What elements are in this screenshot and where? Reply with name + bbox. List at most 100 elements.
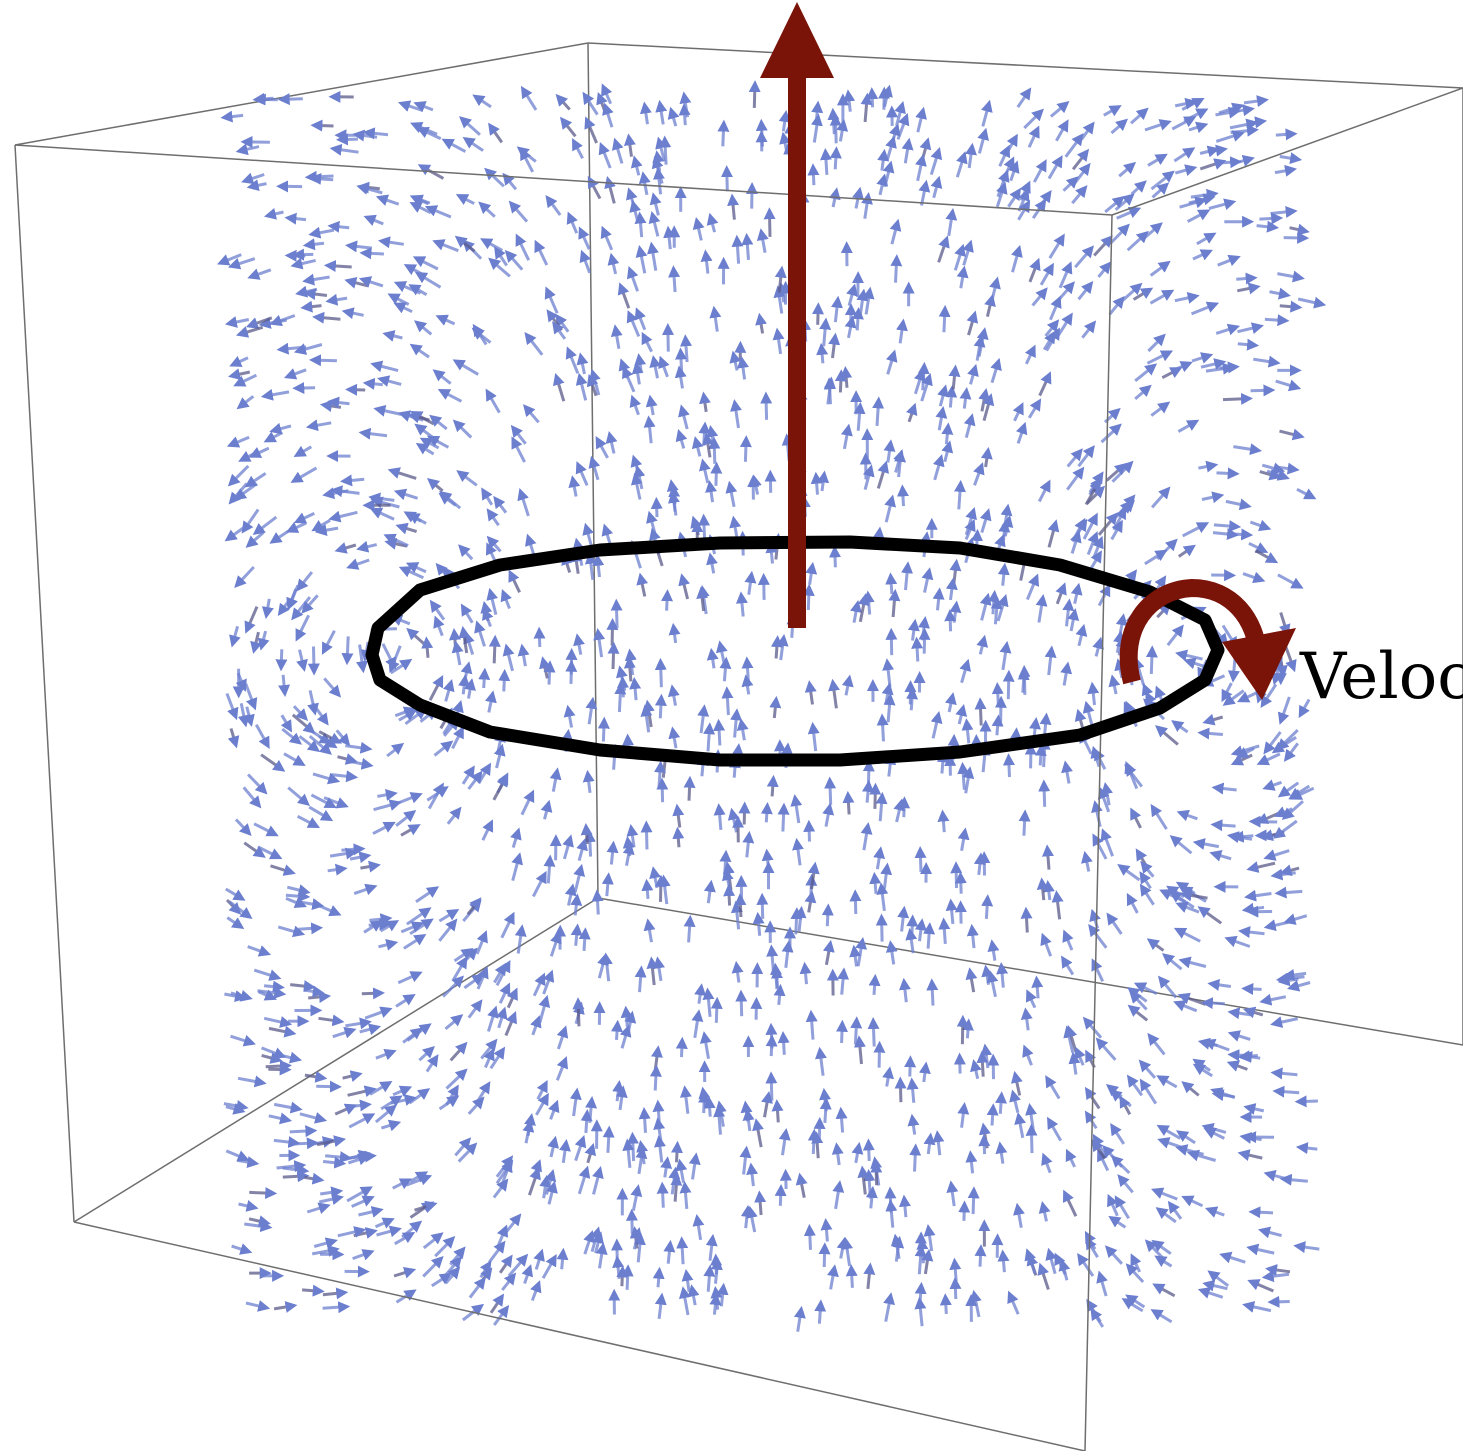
field-arrow-icon bbox=[530, 1159, 542, 1179]
field-arrow-icon bbox=[460, 661, 473, 682]
field-arrow-icon bbox=[966, 310, 979, 336]
field-arrow-icon bbox=[683, 775, 696, 801]
field-arrow-icon bbox=[1017, 199, 1031, 221]
field-arrow-icon bbox=[492, 774, 508, 801]
field-arrow-icon bbox=[486, 587, 499, 615]
field-arrow-icon bbox=[1054, 1252, 1067, 1275]
field-arrow-icon bbox=[520, 85, 538, 111]
field-arrow-icon bbox=[974, 697, 987, 726]
field-arrow-icon bbox=[772, 327, 785, 355]
field-arrow-icon bbox=[884, 494, 896, 523]
field-arrow-icon bbox=[630, 1184, 643, 1211]
field-arrow-icon bbox=[263, 207, 284, 220]
field-arrow-icon bbox=[653, 956, 665, 982]
field-arrow-icon bbox=[851, 307, 864, 331]
field-arrow-icon bbox=[851, 1141, 864, 1164]
field-arrow-icon bbox=[260, 753, 286, 772]
field-arrow-icon bbox=[941, 440, 954, 463]
field-arrow-icon bbox=[1126, 1074, 1144, 1097]
field-arrow-icon bbox=[828, 332, 841, 359]
field-arrow-icon bbox=[1211, 782, 1237, 795]
field-arrow-icon bbox=[506, 987, 518, 1009]
field-arrow-icon bbox=[277, 925, 306, 938]
field-arrow-icon bbox=[1097, 786, 1111, 813]
field-arrow-icon bbox=[229, 355, 249, 367]
curved-arrow-icon bbox=[1119, 578, 1296, 700]
field-arrow-icon bbox=[247, 268, 272, 280]
field-arrow-icon bbox=[1277, 696, 1291, 725]
field-arrow-icon bbox=[483, 1047, 495, 1069]
field-arrow-icon bbox=[230, 1034, 256, 1047]
field-arrow-icon bbox=[532, 972, 546, 997]
field-arrow-icon bbox=[672, 803, 685, 828]
field-arrow-icon bbox=[250, 631, 262, 654]
field-arrow-icon bbox=[949, 600, 962, 623]
field-arrow-icon bbox=[1282, 968, 1307, 981]
field-arrow-icon bbox=[640, 704, 653, 733]
field-arrow-icon bbox=[984, 293, 996, 317]
field-arrow-icon bbox=[415, 443, 435, 456]
field-arrow-icon bbox=[795, 1172, 808, 1198]
field-arrow-icon bbox=[496, 1224, 509, 1248]
field-arrow-icon bbox=[906, 914, 919, 936]
field-arrow-icon bbox=[1261, 1270, 1290, 1283]
field-arrow-icon bbox=[334, 542, 357, 554]
field-arrow-icon bbox=[1100, 828, 1115, 857]
field-arrow-icon bbox=[742, 830, 755, 858]
field-arrow-icon bbox=[954, 871, 967, 894]
field-arrow-icon bbox=[819, 317, 832, 347]
field-arrow-icon bbox=[1247, 1279, 1274, 1293]
field-arrow-icon bbox=[1205, 362, 1235, 375]
field-arrow-icon bbox=[1248, 541, 1269, 553]
field-arrow-icon bbox=[341, 636, 354, 666]
field-arrow-icon bbox=[1007, 187, 1022, 208]
field-arrow-icon bbox=[659, 135, 672, 165]
field-arrow-icon bbox=[1175, 649, 1203, 662]
field-arrow-icon bbox=[1138, 1059, 1157, 1079]
field-arrow-icon bbox=[1259, 993, 1287, 1006]
field-arrow-icon bbox=[909, 1143, 922, 1172]
field-arrow-icon bbox=[954, 479, 966, 510]
field-arrow-icon bbox=[1257, 1226, 1282, 1239]
field-arrow-icon bbox=[598, 142, 612, 169]
field-arrow-icon bbox=[1154, 1255, 1173, 1268]
field-arrow-icon bbox=[442, 975, 465, 998]
field-arrow-icon bbox=[254, 723, 270, 749]
field-arrow-icon bbox=[321, 630, 336, 655]
field-arrow-icon bbox=[1297, 296, 1327, 309]
field-arrow-icon bbox=[774, 265, 787, 293]
field-arrow-icon bbox=[451, 726, 464, 750]
field-arrow-icon bbox=[316, 1135, 347, 1148]
field-arrow-icon bbox=[544, 286, 559, 314]
field-arrow-icon bbox=[566, 211, 579, 234]
field-arrow-icon bbox=[1127, 1004, 1149, 1022]
field-arrow-icon bbox=[337, 753, 358, 765]
field-arrow-icon bbox=[416, 127, 442, 140]
field-arrow-icon bbox=[865, 1185, 878, 1209]
field-arrow-icon bbox=[295, 285, 318, 298]
field-arrow-icon bbox=[877, 148, 890, 171]
field-arrow-icon bbox=[1275, 128, 1298, 141]
field-arrow-icon bbox=[461, 1303, 485, 1322]
field-arrow-icon bbox=[965, 967, 978, 993]
field-arrow-icon bbox=[1263, 919, 1289, 932]
field-arrow-icon bbox=[621, 1264, 634, 1290]
field-arrow-icon bbox=[592, 1231, 604, 1254]
field-arrow-icon bbox=[1283, 742, 1299, 762]
field-arrow-icon bbox=[997, 1249, 1010, 1273]
field-arrow-icon bbox=[894, 101, 906, 127]
field-arrow-icon bbox=[1298, 698, 1311, 719]
field-arrow-icon bbox=[261, 1052, 283, 1064]
field-arrow-icon bbox=[1074, 708, 1087, 730]
field-arrow-icon bbox=[290, 257, 316, 270]
field-arrow-icon bbox=[1011, 1070, 1023, 1096]
field-arrow-icon bbox=[244, 606, 259, 634]
field-arrow-icon bbox=[467, 770, 483, 790]
field-arrow-icon bbox=[1095, 1037, 1117, 1061]
field-arrow-icon bbox=[467, 999, 483, 1019]
field-arrow-icon bbox=[546, 1180, 558, 1205]
field-arrow-icon bbox=[415, 886, 440, 903]
field-arrow-icon bbox=[675, 1158, 688, 1183]
field-arrow-icon bbox=[1147, 333, 1166, 353]
field-arrow-icon bbox=[1279, 1173, 1308, 1186]
